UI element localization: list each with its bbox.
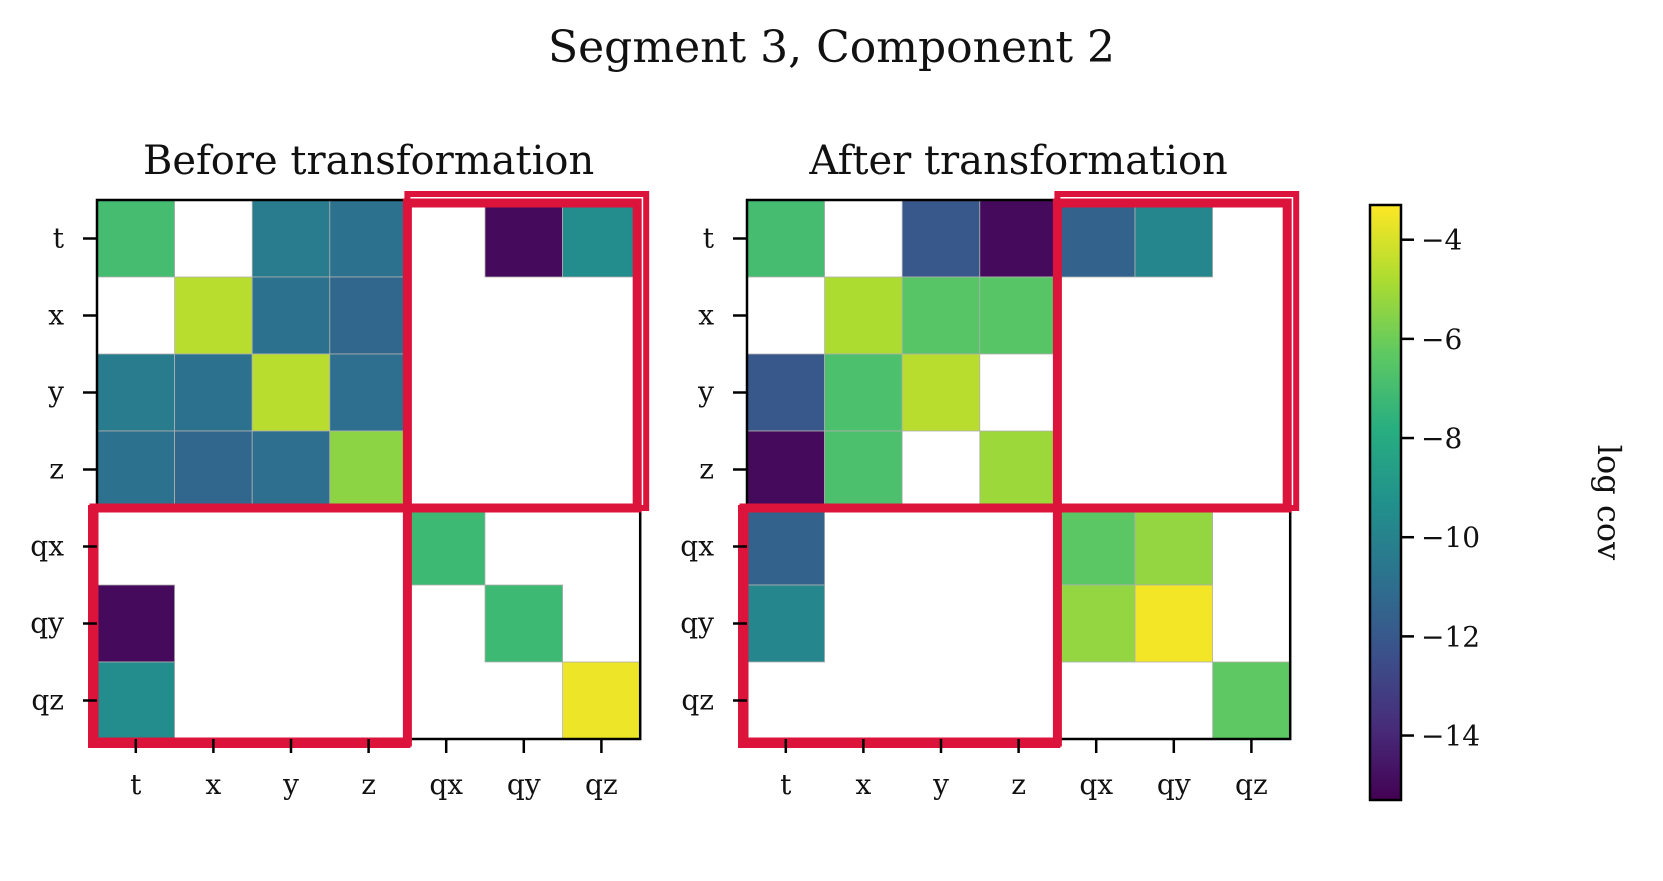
x-tick-label: y — [282, 768, 299, 801]
panel-title: After transformation — [808, 138, 1227, 184]
heatmap-cell — [251, 353, 331, 432]
figure-title: Segment 3, Component 2 — [548, 22, 1115, 73]
heatmap-cell — [329, 430, 408, 509]
heatmap-cell — [251, 276, 331, 355]
heatmap-cell — [746, 353, 825, 432]
heatmap-cell — [96, 584, 175, 663]
x-tick-label: t — [780, 768, 792, 801]
y-tick-label: qx — [680, 530, 714, 563]
colorbar-tick-label: −10 — [1421, 521, 1480, 554]
heatmap-cell — [329, 353, 408, 432]
y-tick-label: qy — [680, 607, 714, 640]
heatmap-cell — [824, 353, 903, 432]
heatmap-cell — [329, 199, 408, 278]
highlight-box-upper-right-outer — [404, 191, 650, 511]
x-tick-label: z — [1011, 768, 1026, 801]
heatmap-cell — [1057, 199, 1136, 278]
heatmap-cell — [901, 276, 981, 355]
x-tick-label: qy — [1157, 768, 1191, 801]
y-tick-label: z — [49, 453, 64, 486]
heatmap-cell — [746, 199, 825, 278]
heatmap-cell — [979, 276, 1058, 355]
x-tick-label: y — [932, 768, 949, 801]
heatmap-cell — [96, 199, 175, 278]
y-tick-label: y — [697, 376, 714, 409]
colorbar-tick-label: −12 — [1421, 620, 1480, 653]
heatmap-cell — [406, 507, 486, 586]
y-tick-label: x — [48, 299, 64, 332]
y-tick-label: qy — [30, 607, 64, 640]
heatmap-cell — [1134, 199, 1213, 278]
heatmap-cell — [562, 661, 641, 740]
colorbar-gradient — [1368, 203, 1403, 802]
heatmap-cell — [1057, 584, 1136, 663]
heatmap-cell — [562, 199, 641, 278]
heatmap-cell — [746, 507, 825, 586]
highlight-box-lower-left-outer — [738, 505, 1061, 748]
heatmap-cell — [1134, 507, 1213, 586]
x-tick-label: qz — [585, 768, 618, 801]
colorbar-tick-label: −8 — [1421, 422, 1462, 455]
heatmap-panel-1: Before transformation t x y z qx qy qz t x y z qx qy q… — [30, 138, 650, 801]
y-tick-label: z — [699, 453, 714, 486]
highlight-box-upper-right-outer — [1054, 191, 1300, 511]
y-tick-label: t — [53, 222, 65, 255]
y-tick-label: t — [703, 222, 715, 255]
heatmap-cell — [746, 430, 825, 509]
y-tick-label: qz — [31, 684, 64, 717]
heatmap-cell — [484, 584, 563, 663]
heatmap-cell — [251, 430, 331, 509]
colorbar-tick-label: −4 — [1421, 224, 1462, 257]
heatmap-cell — [824, 276, 903, 355]
colorbar-label: log cov — [1590, 445, 1628, 560]
x-tick-label: qx — [1079, 768, 1113, 801]
y-tick-label: x — [698, 299, 714, 332]
heatmap-cell — [174, 276, 253, 355]
heatmap-cell — [329, 276, 408, 355]
heatmap-cell — [1057, 507, 1136, 586]
x-tick-label: qz — [1235, 768, 1268, 801]
colorbar: −4 −6 −8 −10 −12 −14 log cov — [1368, 203, 1628, 802]
x-tick-label: qx — [429, 768, 463, 801]
heatmap-cell — [96, 661, 175, 740]
heatmap-cell — [979, 199, 1058, 278]
x-tick-label: t — [130, 768, 142, 801]
x-tick-label: x — [856, 768, 872, 801]
y-tick-label: qx — [30, 530, 64, 563]
colorbar-tick-label: −14 — [1421, 720, 1480, 753]
x-tick-label: qy — [507, 768, 541, 801]
heatmap-cell — [901, 353, 981, 432]
heatmap-panel-2: After transformation t x y z qx qy qz t x y z qx qy qz — [680, 138, 1300, 801]
y-tick-label: y — [47, 376, 64, 409]
heatmap-cell — [746, 584, 825, 663]
heatmap-cell — [484, 199, 563, 278]
x-tick-label: x — [206, 768, 222, 801]
heatmap-cell — [174, 430, 253, 509]
panel-title: Before transformation — [143, 138, 594, 184]
heatmap-cell — [1212, 661, 1291, 740]
heatmap-cell — [979, 430, 1058, 509]
y-tick-label: qz — [681, 684, 714, 717]
heatmap-cell — [824, 430, 903, 509]
highlight-box-lower-left-outer — [88, 505, 411, 748]
heatmap-cell — [96, 430, 175, 509]
x-tick-label: z — [361, 768, 376, 801]
heatmap-cell — [174, 353, 253, 432]
heatmap-cell — [901, 199, 981, 278]
heatmap-cell — [251, 199, 331, 278]
colorbar-tick-label: −6 — [1421, 323, 1462, 356]
heatmap-cell — [1134, 584, 1213, 663]
heatmap-cell — [96, 353, 175, 432]
